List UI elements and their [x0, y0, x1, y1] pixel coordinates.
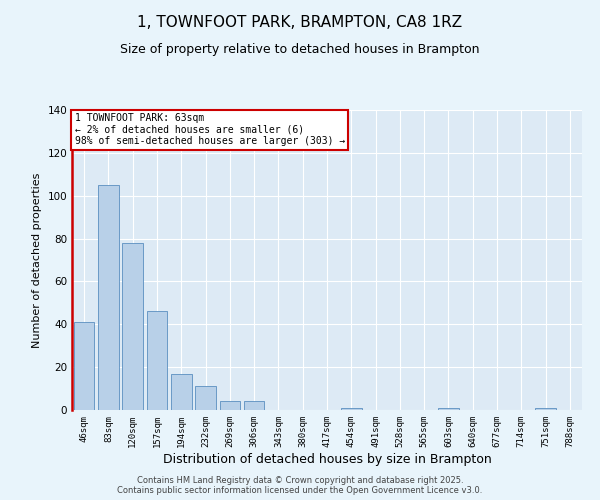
Y-axis label: Number of detached properties: Number of detached properties: [32, 172, 42, 348]
X-axis label: Distribution of detached houses by size in Brampton: Distribution of detached houses by size …: [163, 452, 491, 466]
Bar: [146, 312, 167, 410]
Bar: [535, 408, 556, 410]
Bar: [171, 374, 191, 410]
Bar: [220, 402, 240, 410]
Bar: [438, 408, 459, 410]
Text: Size of property relative to detached houses in Brampton: Size of property relative to detached ho…: [120, 42, 480, 56]
Bar: [98, 185, 119, 410]
Bar: [341, 408, 362, 410]
Text: Contains HM Land Registry data © Crown copyright and database right 2025.
Contai: Contains HM Land Registry data © Crown c…: [118, 476, 482, 495]
Text: 1 TOWNFOOT PARK: 63sqm
← 2% of detached houses are smaller (6)
98% of semi-detac: 1 TOWNFOOT PARK: 63sqm ← 2% of detached …: [74, 113, 345, 146]
Bar: [122, 243, 143, 410]
Bar: [74, 322, 94, 410]
Bar: [244, 402, 265, 410]
Bar: [195, 386, 216, 410]
Text: 1, TOWNFOOT PARK, BRAMPTON, CA8 1RZ: 1, TOWNFOOT PARK, BRAMPTON, CA8 1RZ: [137, 15, 463, 30]
